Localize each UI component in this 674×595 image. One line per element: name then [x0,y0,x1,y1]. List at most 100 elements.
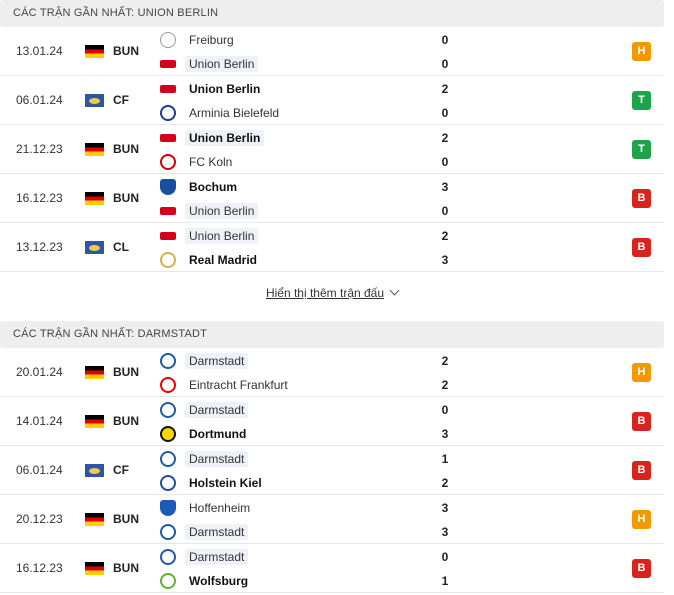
match-row[interactable]: 13.12.23 CL Union Berlin 2 Real Madrid 3 B [0,223,664,272]
home-team-name[interactable]: Bochum [189,180,237,194]
match-row[interactable]: 21.12.23 BUN Union Berlin 2 FC Koln 0 T [0,125,664,174]
away-team-name[interactable]: Arminia Bielefeld [189,106,280,120]
away-team-name[interactable]: FC Koln [189,155,233,169]
union-logo-icon [160,60,176,68]
match-row[interactable]: 20.12.23 BUN Hoffenheim 3 Darmstadt 3 H [0,495,664,544]
arminia-logo-icon [160,105,176,121]
result-badge: B [632,189,651,208]
home-score: 0 [441,403,449,417]
match-row[interactable]: 06.01.24 CF Darmstadt 1 Holstein Kiel 2 B [0,446,664,495]
away-score: 3 [441,427,449,441]
match-date: 20.12.23 [16,512,63,526]
home-team[interactable]: Freiburg [160,30,238,50]
home-team[interactable]: Darmstadt [160,400,249,420]
match-date: 06.01.24 [16,93,63,107]
competition-label: CF [113,93,129,107]
away-team[interactable]: Dortmund [160,424,250,444]
match-row[interactable]: 16.12.23 BUN Bochum 3 Union Berlin 0 B [0,174,664,223]
away-team-name[interactable]: Real Madrid [189,253,258,267]
away-team[interactable]: Wolfsburg [160,571,252,591]
match-row[interactable]: 06.01.24 CF Union Berlin 2 Arminia Bielefeld… [0,76,664,125]
home-team[interactable]: Darmstadt [160,449,249,469]
away-team[interactable]: Union Berlin [160,54,259,74]
match-row[interactable]: 16.12.23 BUN Darmstadt 0 Wolfsburg 1 B [0,544,664,593]
home-team-name[interactable]: Darmstadt [185,451,249,467]
home-team[interactable]: Hoffenheim [160,498,254,518]
germany-flag-icon [85,45,104,58]
freiburg-logo-icon [160,32,176,48]
recent-matches-darmstadt: CÁC TRẬN GẦN NHẤT: DARMSTADT 20.01.24 BUN… [0,321,664,593]
result-badge: H [632,42,651,61]
wolf-logo-icon [160,573,176,589]
away-score: 3 [441,253,449,267]
away-team[interactable]: Arminia Bielefeld [160,103,283,123]
germany-flag-icon [85,366,104,379]
away-team[interactable]: Holstein Kiel [160,473,266,493]
germany-flag-icon [85,415,104,428]
darm-logo-icon [160,549,176,565]
result-badge: B [632,559,651,578]
away-team-name[interactable]: Holstein Kiel [189,476,262,490]
home-score: 2 [441,82,449,96]
home-team[interactable]: Union Berlin [160,79,264,99]
home-team-name[interactable]: Darmstadt [185,549,249,565]
away-team[interactable]: Darmstadt [160,522,249,542]
result-badge: B [632,412,651,431]
away-team[interactable]: Union Berlin [160,201,259,221]
home-team-name[interactable]: Freiburg [189,33,234,47]
home-team-name[interactable]: Union Berlin [185,228,259,244]
competition-label: BUN [113,414,139,428]
away-score: 2 [441,476,449,490]
home-team[interactable]: Union Berlin [160,128,265,148]
result-badge: T [632,140,651,159]
home-score: 2 [441,131,449,145]
match-date: 16.12.23 [16,561,63,575]
away-team-name[interactable]: Union Berlin [185,56,259,72]
home-team-name[interactable]: Union Berlin [185,130,265,146]
away-score: 2 [441,378,449,392]
home-score: 3 [441,501,449,515]
home-team[interactable]: Darmstadt [160,547,249,567]
union-logo-icon [160,232,176,240]
home-team-name[interactable]: Union Berlin [189,82,261,96]
match-list: 20.01.24 BUN Darmstadt 2 Eintracht Frankfurt… [0,348,664,593]
union-logo-icon [160,134,176,142]
home-team[interactable]: Darmstadt [160,351,249,371]
away-team-name[interactable]: Darmstadt [185,524,249,540]
competition-label: BUN [113,191,139,205]
home-team-name[interactable]: Darmstadt [185,353,249,369]
result-badge: H [632,510,651,529]
home-score: 1 [441,452,449,466]
away-score: 0 [441,106,449,120]
chevron-down-icon[interactable] [389,285,400,296]
germany-flag-icon [85,143,104,156]
away-team[interactable]: FC Koln [160,152,236,172]
recent-matches-union-berlin: CÁC TRẬN GẦN NHẤT: UNION BERLIN 13.01.24… [0,0,664,272]
home-score: 3 [441,180,449,194]
bochum-logo-icon [160,179,176,195]
home-team-name[interactable]: Darmstadt [185,402,249,418]
home-score: 2 [441,354,449,368]
competition-label: CL [113,240,129,254]
away-score: 0 [441,57,449,71]
home-team[interactable]: Bochum [160,177,241,197]
home-score: 0 [441,33,449,47]
competition-label: BUN [113,512,139,526]
home-team[interactable]: Union Berlin [160,226,259,246]
home-team-name[interactable]: Hoffenheim [189,501,251,515]
away-team[interactable]: Real Madrid [160,250,261,270]
show-more-matches[interactable]: Hiển thị thêm trận đấu [0,278,664,308]
competition-label: BUN [113,561,139,575]
away-score: 0 [441,204,449,218]
away-team-name[interactable]: Union Berlin [185,203,259,219]
match-row[interactable]: 13.01.24 BUN Freiburg 0 Union Berlin 0 H [0,27,664,76]
show-more-label[interactable]: Hiển thị thêm trận đấu [265,286,385,300]
match-row[interactable]: 14.01.24 BUN Darmstadt 0 Dortmund 3 B [0,397,664,446]
away-team-name[interactable]: Wolfsburg [189,574,249,588]
away-team-name[interactable]: Dortmund [189,427,247,441]
away-team[interactable]: Eintracht Frankfurt [160,375,292,395]
away-score: 3 [441,525,449,539]
match-row[interactable]: 20.01.24 BUN Darmstadt 2 Eintracht Frankfurt… [0,348,664,397]
home-score: 0 [441,550,449,564]
away-team-name[interactable]: Eintracht Frankfurt [189,378,288,392]
